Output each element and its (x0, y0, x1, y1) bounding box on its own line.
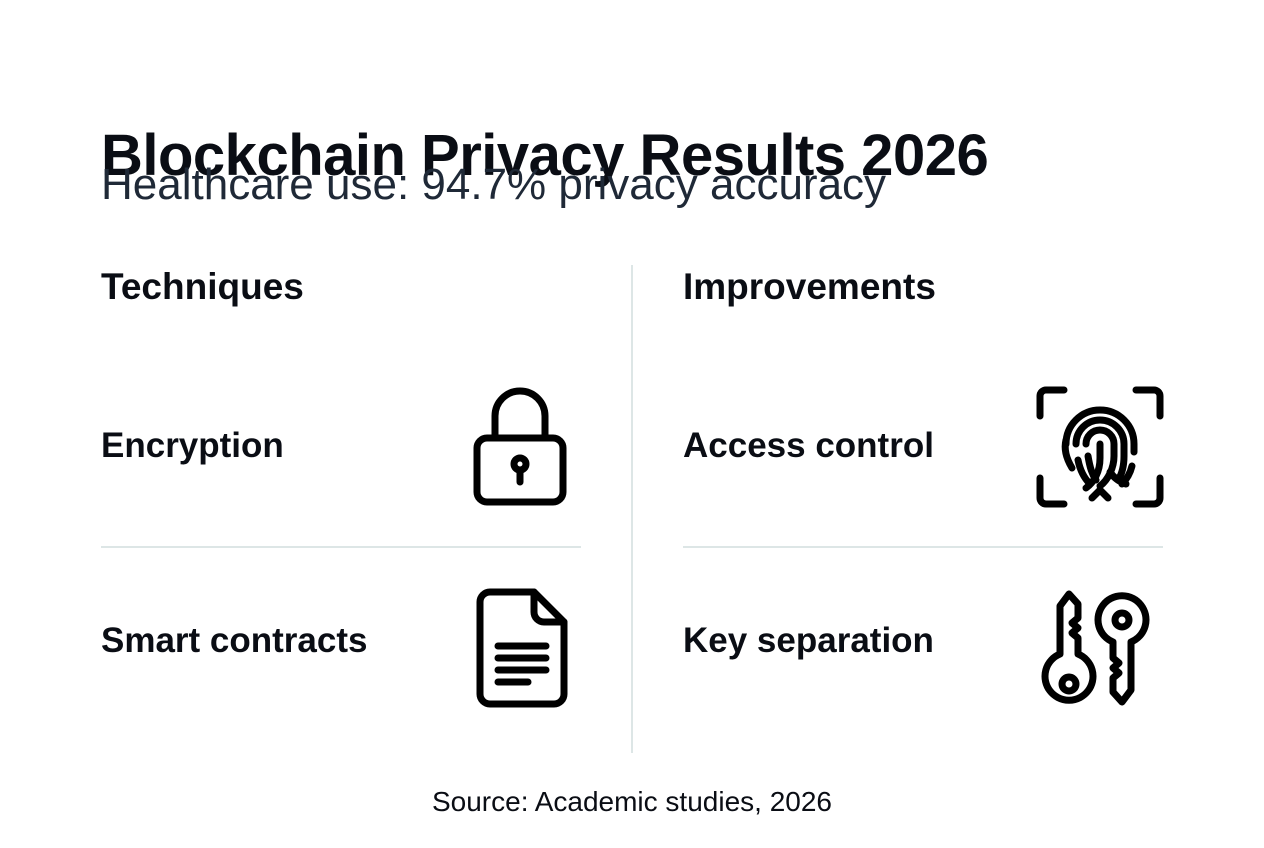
item-label: Access control (683, 426, 934, 465)
lock-icon (470, 386, 570, 508)
page-subtitle: Healthcare use: 94.7% privacy accuracy (101, 160, 887, 209)
item-label: Encryption (101, 426, 284, 465)
row-divider (683, 546, 1163, 548)
keys-icon (1036, 588, 1164, 708)
document-icon (474, 588, 568, 708)
improvements-heading: Improvements (683, 266, 936, 307)
item-label: Key separation (683, 621, 934, 660)
page-title: Blockchain Privacy Results 2026 (101, 122, 989, 188)
source-caption: Source: Academic studies, 2026 (431, 786, 832, 817)
fingerprint-scan-icon (1036, 386, 1164, 508)
techniques-heading: Techniques (101, 266, 304, 307)
column-divider (631, 265, 633, 753)
item-label: Smart contracts (101, 621, 368, 660)
row-divider (101, 546, 581, 548)
